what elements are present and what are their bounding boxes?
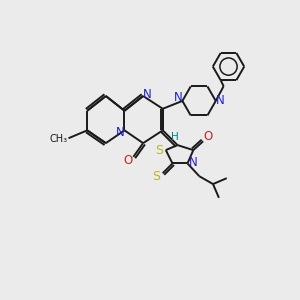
Text: N: N [174, 92, 183, 104]
Text: H: H [171, 132, 178, 142]
Text: N: N [216, 94, 225, 107]
Text: N: N [143, 88, 152, 100]
Text: N: N [189, 156, 198, 169]
Text: S: S [152, 170, 160, 183]
Text: CH₃: CH₃ [50, 134, 68, 144]
Text: O: O [203, 130, 213, 143]
Text: S: S [155, 144, 163, 157]
Text: N: N [116, 126, 125, 139]
Text: O: O [124, 154, 133, 167]
